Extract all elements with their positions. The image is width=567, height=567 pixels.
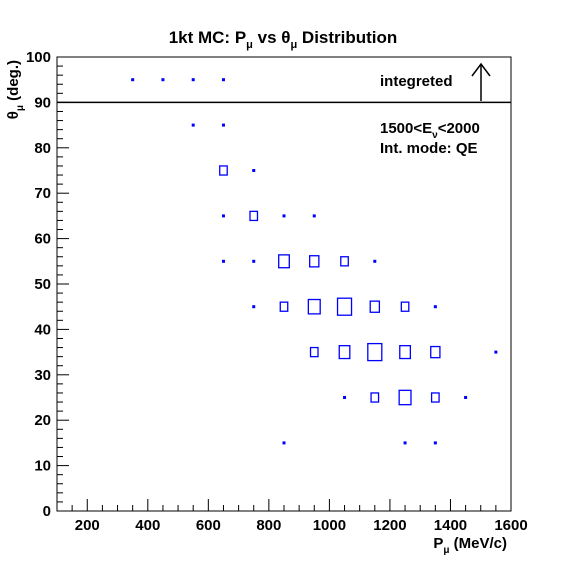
data-point: [279, 301, 289, 312]
x-tick-label: 1200: [373, 517, 406, 534]
data-point: [307, 298, 321, 315]
data-point: [249, 210, 259, 222]
x-tick-label: 1400: [434, 517, 467, 534]
data-point: [278, 254, 290, 269]
data-point: [219, 165, 228, 176]
data-point: [252, 169, 256, 172]
interaction-mode-label: Int. mode: QE: [380, 140, 478, 157]
integrated-label: integreted: [380, 73, 453, 90]
integrated-up-arrow: [471, 62, 491, 101]
data-point: [309, 346, 319, 358]
data-point: [161, 78, 165, 82]
data-point: [336, 297, 353, 316]
data-point: [309, 255, 320, 268]
chart-title: 1kt MC: Pμ vs θμ Distribution: [169, 28, 398, 51]
data-point: [312, 214, 316, 218]
data-point: [400, 301, 410, 312]
y-tick-label: 60: [34, 231, 51, 248]
data-point: [252, 259, 256, 263]
data-point: [494, 350, 498, 354]
y-axis-label: θμ (deg.): [5, 60, 26, 119]
data-point: [282, 441, 286, 445]
x-tick-label: 400: [135, 517, 160, 534]
data-point: [221, 123, 225, 127]
data-point: [221, 214, 225, 218]
data-point: [343, 396, 347, 399]
data-point: [282, 214, 286, 218]
data-point: [398, 389, 412, 406]
x-tick-label: 800: [256, 517, 281, 534]
data-point: [403, 441, 407, 445]
y-tick-label: 10: [34, 458, 51, 475]
y-tick-label: 100: [26, 49, 51, 66]
data-point: [131, 78, 135, 82]
data-point: [430, 345, 441, 359]
x-tick-label: 1000: [313, 517, 346, 534]
data-point: [464, 396, 468, 399]
x-axis-ticks: 200 400 600 800 1000 1200 1400 1600: [56, 499, 528, 534]
y-tick-label: 20: [34, 412, 51, 429]
data-point: [373, 259, 377, 263]
y-axis-ticks: 0 10 20 30 40 50 60 70 80 90 100: [26, 49, 69, 520]
data-point: [370, 392, 380, 403]
data-point: [433, 305, 437, 309]
x-tick-label: 600: [196, 517, 221, 534]
y-tick-label: 40: [34, 321, 51, 338]
y-tick-label: 50: [34, 276, 51, 293]
data-point: [430, 392, 440, 403]
data-point: [191, 123, 195, 127]
data-point: [433, 441, 437, 445]
data-points: [131, 78, 498, 445]
data-point: [191, 78, 195, 82]
y-tick-label: 30: [34, 367, 51, 384]
data-point: [399, 345, 412, 360]
y-tick-label: 80: [34, 140, 51, 157]
x-tick-label: 200: [75, 517, 100, 534]
data-point: [221, 78, 225, 82]
energy-range-label: 1500<Eν<2000: [380, 120, 480, 141]
y-tick-label: 0: [43, 503, 51, 520]
y-tick-label: 70: [34, 185, 51, 202]
data-point: [252, 305, 256, 309]
data-point: [340, 256, 349, 267]
data-point: [367, 342, 383, 362]
y-tick-label: 90: [34, 94, 51, 111]
x-axis-label: Pμ (MeV/c): [433, 535, 507, 556]
data-point: [369, 300, 381, 313]
x-tick-label: 1600: [494, 517, 527, 534]
data-point: [221, 259, 225, 263]
data-point: [338, 345, 351, 360]
